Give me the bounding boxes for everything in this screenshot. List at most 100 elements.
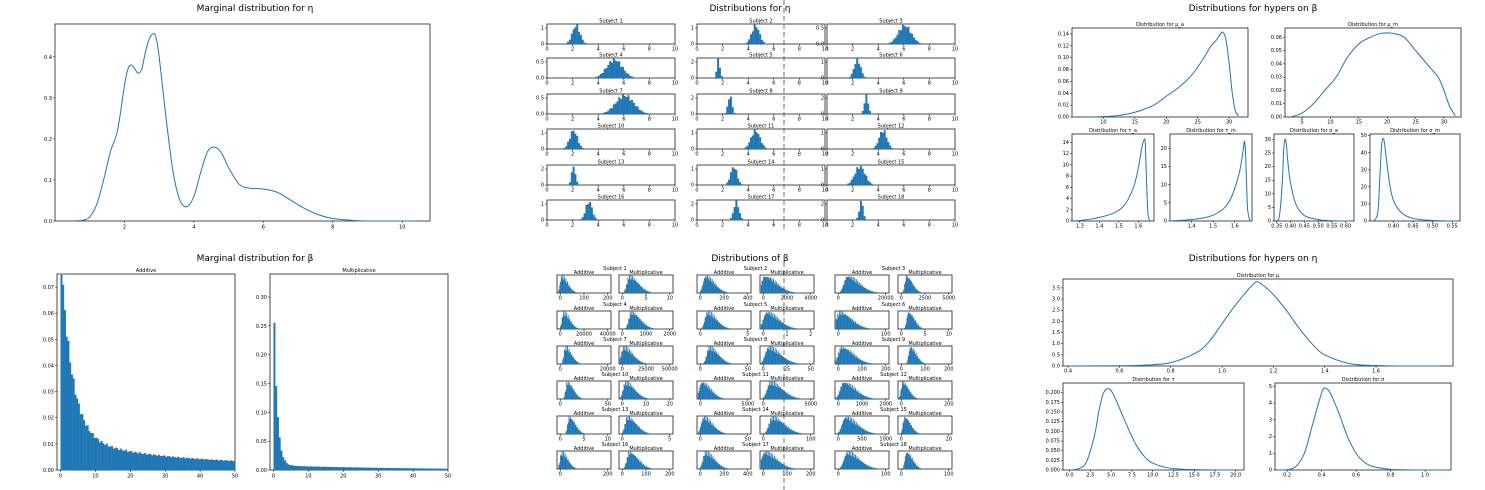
beta-subject-6-additive-bar [851,318,853,329]
beta-subject-12-multiplicative-bar [917,398,919,399]
beta-subject-16-multiplicative-xtick-label: 200 [665,471,675,477]
beta-subject-8-multiplicative-bar [776,353,778,364]
beta-subject-2-multiplicative-bar [784,289,786,293]
beta-subject-6-additive-bar [841,314,843,329]
beta-subject-18-additive-bar [849,455,851,469]
beta-subject-12-multiplicative-bar [908,389,909,399]
beta-subject-10-multiplicative-bar [635,390,637,399]
hypers-beta-1-xtick-label: 30 [1226,119,1232,125]
beta-subject-8-additive-bar [725,361,727,364]
hypers-beta-3-ytick-label: 2 [1066,207,1069,213]
eta-subject-1-frame [546,23,676,45]
beta-subject-17-multiplicative-bar [769,452,771,469]
beta-subject-6-additive-bar [853,320,855,329]
beta-subject-17-additive-bar [715,460,717,469]
eta-subject-5-xtick-label: 6 [772,80,775,86]
beta-subject-17-multiplicative-bar [785,465,787,469]
eta-subject-12-xtick-label: 2 [851,151,854,157]
beta-subject-17-multiplicative-bar [766,451,768,469]
eta-subject-1-bar [583,42,586,44]
beta-subject-3-multiplicative-bar [912,283,914,293]
beta-subject-18-additive-bar [843,459,845,469]
eta-subject-7-bar [642,111,645,114]
beta-marginal-additive-bar [180,457,183,470]
hypers-eta-2-ytick-label: 0.175 [1046,400,1060,406]
beta-subject-3-additive-bar [848,277,850,293]
beta-subject-10-multiplicative-bar [632,387,634,399]
beta-subject-9-additive-bar [839,347,841,364]
beta-subject-5-multiplicative-xtick-label: 1 [785,331,788,337]
eta-subject-4-bar [600,73,603,78]
beta-subject-7-additive-bar [564,350,566,364]
eta-subject-3-bar [896,34,899,44]
beta-subject-3-additive-bar [865,288,867,293]
beta-subject-15-additive-bar [836,433,838,434]
beta-subject-17-multiplicative-bar [760,459,762,469]
beta-marginal-additive-bar [175,457,178,470]
beta-subject-14-additive-bar [719,431,721,434]
beta-subject-15-multiplicative-bar [910,425,912,434]
beta-subject-18-additive-bar [847,451,849,469]
eta-subject-1-bar [578,31,581,44]
eta-subject-1-bar [570,33,573,44]
beta-subject-14-multiplicative-bar [780,421,781,434]
beta-subject-15-multiplicative-bar [904,416,906,434]
beta-marginal-additive-bar [67,340,70,470]
beta-subject-8-multiplicative-bar [766,347,768,364]
beta-subject-4-additive-bar [572,324,574,329]
beta-marginal-multiplicative-bar [376,467,379,470]
beta-subject-8-multiplicative-bar [780,354,782,364]
hypers-eta-3-xtick-label: 1.0 [1421,472,1429,478]
beta-subject-10-additive-bar [578,397,580,399]
beta-subject-7-additive-bar [572,356,574,364]
beta-subject-2-additive-bar [717,286,719,293]
beta-subject-9-additive-bar [862,360,863,364]
beta-subject-6-additive-bar [862,326,864,329]
beta-subject-17-multiplicative-bar [776,459,778,469]
beta-subject-10-multiplicative-bar [640,395,642,399]
beta-subject-12-additive-bar [870,398,872,399]
beta-subject-17-additive-bar [701,462,703,469]
beta-subject-3-additive-bar [845,279,846,293]
beta-subject-13-additive-bar [583,433,585,434]
beta-subject-14-multiplicative-bar [797,432,799,434]
beta-marginal-additive-bar [177,456,180,470]
beta-subject-7-additive-bar [580,363,582,364]
beta-subject-1-multiplicative-bar [630,274,632,293]
beta-subject-3-additive-bar [854,277,856,293]
beta-marginal-additive-bar [91,433,94,470]
beta-subject-3-additive-bar [850,278,852,293]
beta-marginal-multiplicative-bar [365,467,368,470]
beta-subject-6-additive-bar [862,326,863,329]
hypers-eta-1-xtick-label: 0.4 [1064,368,1072,374]
beta-subject-8-multiplicative-bar [798,363,800,364]
beta-subject-6-multiplicative-bar [915,323,917,329]
eta-subject-5-xtick-label: 0 [695,80,698,86]
beta-subject-18-additive-bar [855,458,857,469]
eta-subject-9-frame [826,93,956,115]
beta-subject-11-additive-bar [712,390,714,399]
beta-subject-2-title: Subject 2 [744,266,767,272]
beta-subject-4-additive-bar [569,318,571,329]
eta-subject-2-xtick-label: 0 [695,46,698,52]
eta-subject-7-bar [620,99,623,114]
beta-subject-18-multiplicative-bar [921,468,923,469]
beta-subject-13-multiplicative-bar [624,423,626,434]
beta-marginal-multiplicative-bar [285,462,288,470]
beta-marginal-multiplicative-bar [442,468,445,470]
beta-subject-12-additive-bar [868,397,870,399]
beta-subject-15-multiplicative-bar [911,425,913,434]
beta-subject-6-additive-bar [868,328,870,329]
beta-subject-12-additive-bar [858,393,860,399]
beta-subject-18-multiplicative-bar [910,455,912,469]
beta-subject-18-title: Subject 18 [880,442,907,448]
eta-subject-12-title: Subject 12 [878,124,905,130]
eta-subject-10-bar [574,133,577,149]
hypers-beta-3-xtick-label: 1.6 [1134,223,1142,229]
beta-marginal-multiplicative-bar [444,468,447,470]
beta-marginal-additive-bar [193,458,196,470]
beta-subject-1-multiplicative-bar [649,292,651,293]
hypers-beta-1-ytick-label: 0.10 [1058,55,1069,61]
beta-subject-13-additive-xtick-label: 0 [559,436,562,442]
beta-subject-5-additive-bar [714,319,716,329]
